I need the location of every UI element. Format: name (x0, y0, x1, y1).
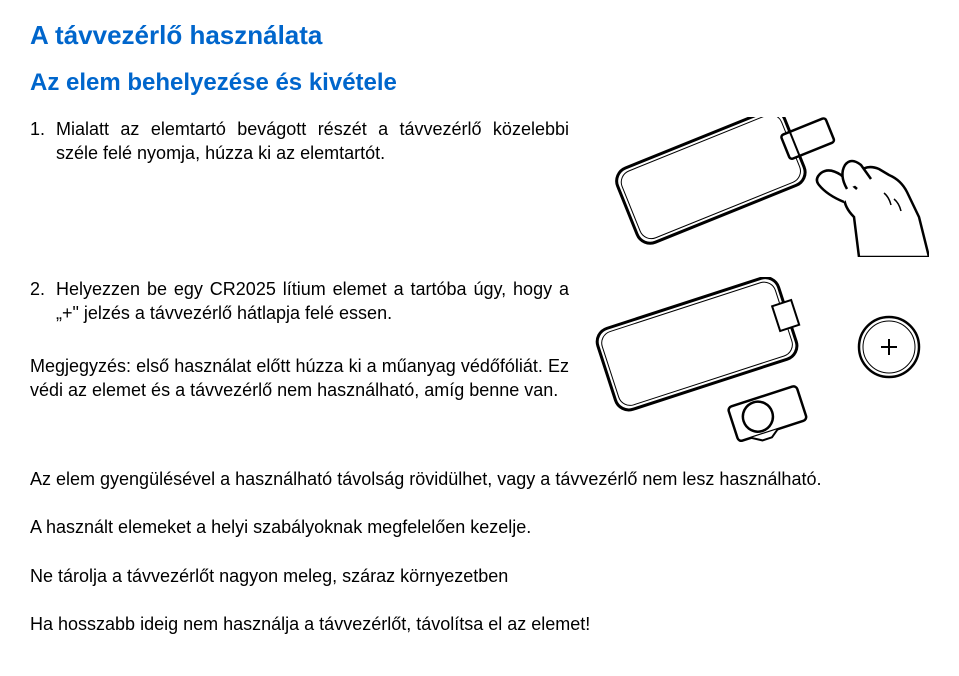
note-text: Megjegyzés: első használat előtt húzza k… (30, 354, 569, 403)
page-title: A távvezérlő használata (30, 20, 929, 51)
para-long-term: Ha hosszabb ideig nem használja a távvez… (30, 612, 929, 636)
step1-row: 1. Mialatt az elemtartó bevágott részét … (30, 117, 929, 257)
section-subtitle: Az elem behelyezése és kivétele (30, 69, 929, 97)
insert-battery-icon (589, 277, 929, 447)
list-text-2: Helyezzen be egy CR2025 lítium elemet a … (56, 277, 569, 326)
remove-tray-icon (589, 117, 929, 257)
para-storage: Ne tárolja a távvezérlőt nagyon meleg, s… (30, 564, 929, 588)
list-text-1: Mialatt az elemtartó bevágott részét a t… (56, 117, 569, 166)
step2-illustration (589, 277, 929, 447)
step2-text-col: 2. Helyezzen be egy CR2025 lítium elemet… (30, 277, 569, 406)
para-weak-battery: Az elem gyengülésével a használható távo… (30, 467, 929, 491)
list-number-2: 2. (30, 277, 56, 326)
para-dispose: A használt elemeket a helyi szabályoknak… (30, 515, 929, 539)
step1-text-col: 1. Mialatt az elemtartó bevágott részét … (30, 117, 569, 257)
list-number-1: 1. (30, 117, 56, 166)
step2-row: 2. Helyezzen be egy CR2025 lítium elemet… (30, 277, 929, 447)
step1-illustration (589, 117, 929, 257)
list-item-2: 2. Helyezzen be egy CR2025 lítium elemet… (30, 277, 569, 326)
list-item-1: 1. Mialatt az elemtartó bevágott részét … (30, 117, 569, 166)
